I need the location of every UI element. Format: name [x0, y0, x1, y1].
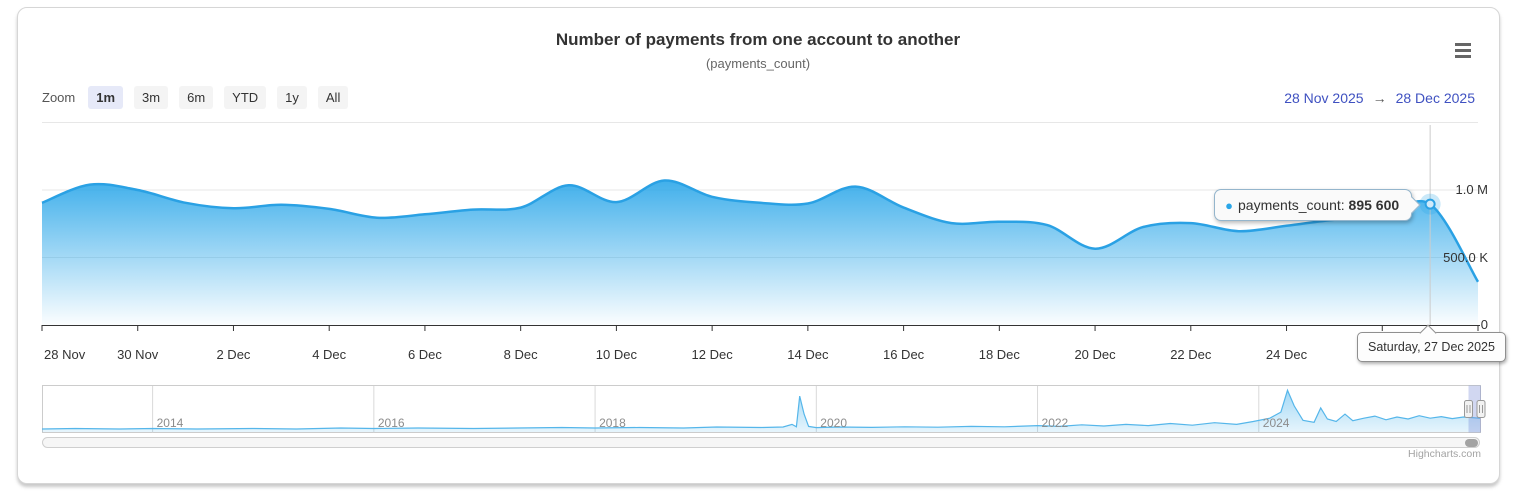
range-input-from[interactable]: 28 Nov 2025	[1284, 90, 1364, 106]
hamburger-icon	[1455, 42, 1471, 46]
hamburger-icon	[1455, 54, 1471, 58]
area-series-line	[41, 179, 1480, 283]
scrollbar-thumb[interactable]	[1465, 438, 1478, 447]
range-button-1m[interactable]: 1m	[88, 86, 124, 109]
navigator-series-line	[41, 388, 1481, 430]
tooltip-series-label: payments_count:	[1238, 197, 1345, 214]
range-button-6m[interactable]: 6m	[179, 86, 214, 109]
range-button-1y[interactable]: 1y	[277, 86, 307, 109]
range-inputs: 28 Nov 2025 → 28 Dec 2025	[1284, 90, 1475, 106]
hover-marker-icon	[1424, 198, 1436, 210]
arrow-right-icon: →	[1372, 90, 1387, 106]
chart-subtitle: (payments_count)	[705, 56, 811, 71]
date-tooltip: Saturday, 27 Dec 2025	[1357, 332, 1506, 362]
chart-title: Number of payments from one account to a…	[555, 30, 961, 49]
navigator-gridlines	[152, 386, 1260, 433]
range-selector: Zoom 1m 3m 6m YTD 1y All	[42, 86, 349, 109]
navigator[interactable]	[41, 385, 1486, 433]
context-menu-button[interactable]	[1451, 40, 1475, 60]
area-series-fill	[42, 180, 1478, 325]
point-tooltip: ● payments_count: 895 600	[1214, 189, 1413, 222]
navigator-handle-left[interactable]	[1464, 400, 1473, 418]
range-input-to[interactable]: 28 Dec 2025	[1395, 90, 1475, 106]
range-button-3m[interactable]: 3m	[134, 86, 169, 109]
highcharts-credit[interactable]: Highcharts.com	[1408, 448, 1481, 460]
tooltip-value: 895 600	[1348, 197, 1400, 214]
series-bullet-icon: ●	[1225, 198, 1234, 214]
navigator-handle-right[interactable]	[1476, 400, 1486, 418]
hamburger-icon	[1455, 48, 1471, 52]
navigator-series-fill	[42, 390, 1480, 432]
navigator-selected-range[interactable]	[1468, 385, 1482, 433]
x-axis	[41, 325, 1480, 331]
range-button-all[interactable]: All	[317, 86, 349, 109]
range-button-ytd[interactable]: YTD	[224, 86, 267, 109]
zoom-label: Zoom	[42, 90, 76, 105]
scrollbar-track[interactable]	[42, 437, 1480, 448]
